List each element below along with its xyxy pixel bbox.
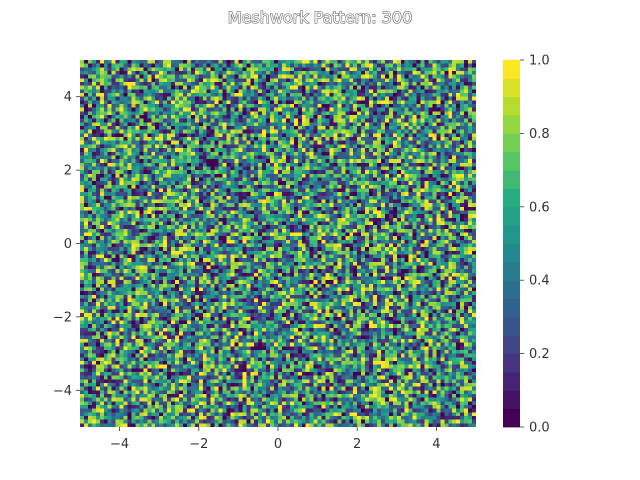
colorbar-band: [503, 280, 520, 299]
colorbar-band: [503, 115, 520, 134]
y-axis: 4 2 0 −2 −4: [53, 90, 80, 399]
colorbar-band: [503, 243, 520, 263]
y-tick-label: 4: [64, 90, 72, 105]
chart-title: Meshwork Pattern: 300: [228, 8, 413, 27]
colorbar-band: [503, 390, 520, 410]
colorbar-band: [503, 371, 520, 391]
x-tick-label: −2: [189, 437, 208, 452]
colorbar-band: [503, 151, 520, 171]
colorbar-tick-label: 0.6: [529, 200, 550, 215]
colorbar-band: [503, 353, 520, 373]
colorbar-band: [503, 206, 520, 226]
y-tick-label: 0: [64, 237, 72, 252]
x-tick-label: −4: [110, 437, 129, 452]
colorbar-band: [503, 188, 520, 208]
colorbar-band: [503, 96, 520, 116]
x-axis: −4 −2 0 2 4: [110, 427, 441, 452]
heatmap-cells: [80, 60, 476, 427]
colorbar-tick-label: 0.2: [529, 347, 550, 362]
colorbar-tick-label: 1.0: [529, 54, 550, 69]
colorbar-tick-label: 0.4: [529, 274, 550, 289]
colorbar-gradient: [503, 60, 520, 428]
y-tick-label: −2: [53, 310, 72, 325]
colorbar-tick-label: 0.8: [529, 127, 550, 142]
y-tick-label: −4: [53, 384, 72, 399]
colorbar-band: [503, 78, 520, 98]
colorbar-band: [503, 298, 520, 318]
colorbar-band: [503, 225, 520, 244]
x-tick-label: 2: [353, 437, 361, 452]
colorbar-band: [503, 316, 520, 336]
colorbar: 0.0 0.2 0.4 0.6 0.8 1.0: [503, 54, 550, 436]
colorbar-band: [503, 408, 520, 428]
y-tick-label: 2: [64, 164, 72, 179]
colorbar-band: [503, 335, 520, 354]
colorbar-band: [503, 261, 520, 281]
colorbar-band: [503, 133, 520, 153]
colorbar-tick-label: 0.0: [529, 421, 550, 436]
colorbar-band: [503, 60, 520, 79]
x-tick-label: 4: [432, 437, 440, 452]
x-tick-label: 0: [274, 437, 282, 452]
colorbar-band: [503, 170, 520, 189]
